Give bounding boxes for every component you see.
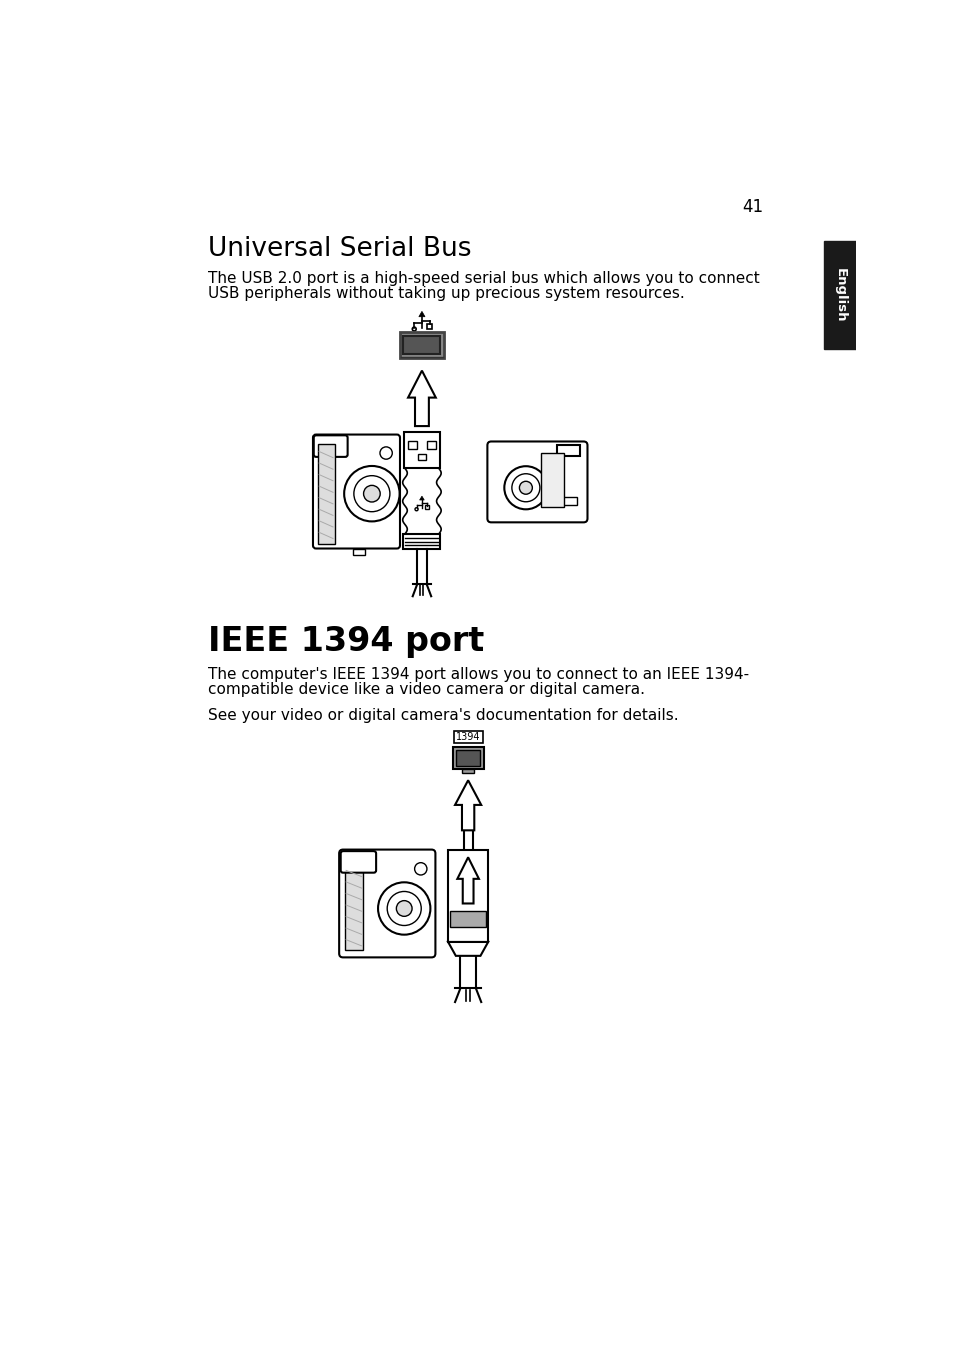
Polygon shape bbox=[456, 857, 478, 904]
Circle shape bbox=[415, 862, 427, 875]
Circle shape bbox=[387, 891, 421, 925]
Text: USB peripherals without taking up precious system resources.: USB peripherals without taking up precio… bbox=[208, 286, 684, 301]
Bar bbox=[403, 335, 440, 355]
Bar bbox=[425, 505, 429, 509]
Circle shape bbox=[379, 446, 392, 459]
Polygon shape bbox=[418, 311, 425, 316]
Polygon shape bbox=[448, 942, 488, 956]
Text: 1394: 1394 bbox=[456, 732, 480, 742]
Text: The USB 2.0 port is a high-speed serial bus which allows you to connect: The USB 2.0 port is a high-speed serial … bbox=[208, 271, 759, 286]
Circle shape bbox=[512, 474, 539, 502]
Circle shape bbox=[504, 467, 547, 509]
Bar bbox=[448, 850, 488, 942]
FancyBboxPatch shape bbox=[340, 852, 375, 872]
Text: The computer's IEEE 1394 port allows you to connect to an IEEE 1394-: The computer's IEEE 1394 port allows you… bbox=[208, 667, 748, 682]
Bar bbox=[461, 769, 474, 772]
FancyBboxPatch shape bbox=[313, 434, 399, 549]
Circle shape bbox=[518, 482, 532, 494]
Bar bbox=[560, 497, 577, 505]
Circle shape bbox=[344, 465, 399, 522]
Bar bbox=[407, 481, 436, 523]
Text: compatible device like a video camera or digital camera.: compatible device like a video camera or… bbox=[208, 682, 644, 697]
Bar bbox=[317, 444, 335, 543]
Bar bbox=[399, 333, 444, 359]
Text: See your video or digital camera's documentation for details.: See your video or digital camera's docum… bbox=[208, 708, 678, 723]
FancyBboxPatch shape bbox=[314, 435, 347, 457]
Bar bbox=[540, 453, 564, 507]
Bar bbox=[453, 731, 482, 743]
Bar bbox=[425, 505, 429, 509]
Bar bbox=[408, 441, 416, 449]
Bar bbox=[426, 441, 436, 449]
Circle shape bbox=[395, 901, 412, 916]
Polygon shape bbox=[419, 496, 424, 500]
Text: IEEE 1394 port: IEEE 1394 port bbox=[208, 626, 483, 658]
Polygon shape bbox=[419, 496, 424, 500]
Text: 41: 41 bbox=[741, 197, 762, 216]
Bar bbox=[427, 324, 432, 329]
Circle shape bbox=[377, 882, 430, 935]
Circle shape bbox=[354, 475, 390, 512]
Bar bbox=[557, 445, 579, 456]
Bar bbox=[823, 241, 856, 349]
Bar bbox=[456, 750, 480, 765]
Bar bbox=[353, 549, 365, 554]
FancyBboxPatch shape bbox=[339, 850, 435, 957]
FancyBboxPatch shape bbox=[487, 441, 587, 523]
Polygon shape bbox=[455, 780, 480, 831]
Bar bbox=[404, 433, 439, 468]
Polygon shape bbox=[408, 371, 436, 426]
Bar bbox=[417, 453, 425, 460]
Text: English: English bbox=[833, 268, 845, 323]
Bar bbox=[453, 747, 483, 769]
Bar bbox=[450, 912, 485, 927]
Text: Universal Serial Bus: Universal Serial Bus bbox=[208, 235, 471, 261]
Bar bbox=[344, 861, 363, 950]
Bar bbox=[403, 534, 440, 549]
Circle shape bbox=[363, 486, 380, 502]
